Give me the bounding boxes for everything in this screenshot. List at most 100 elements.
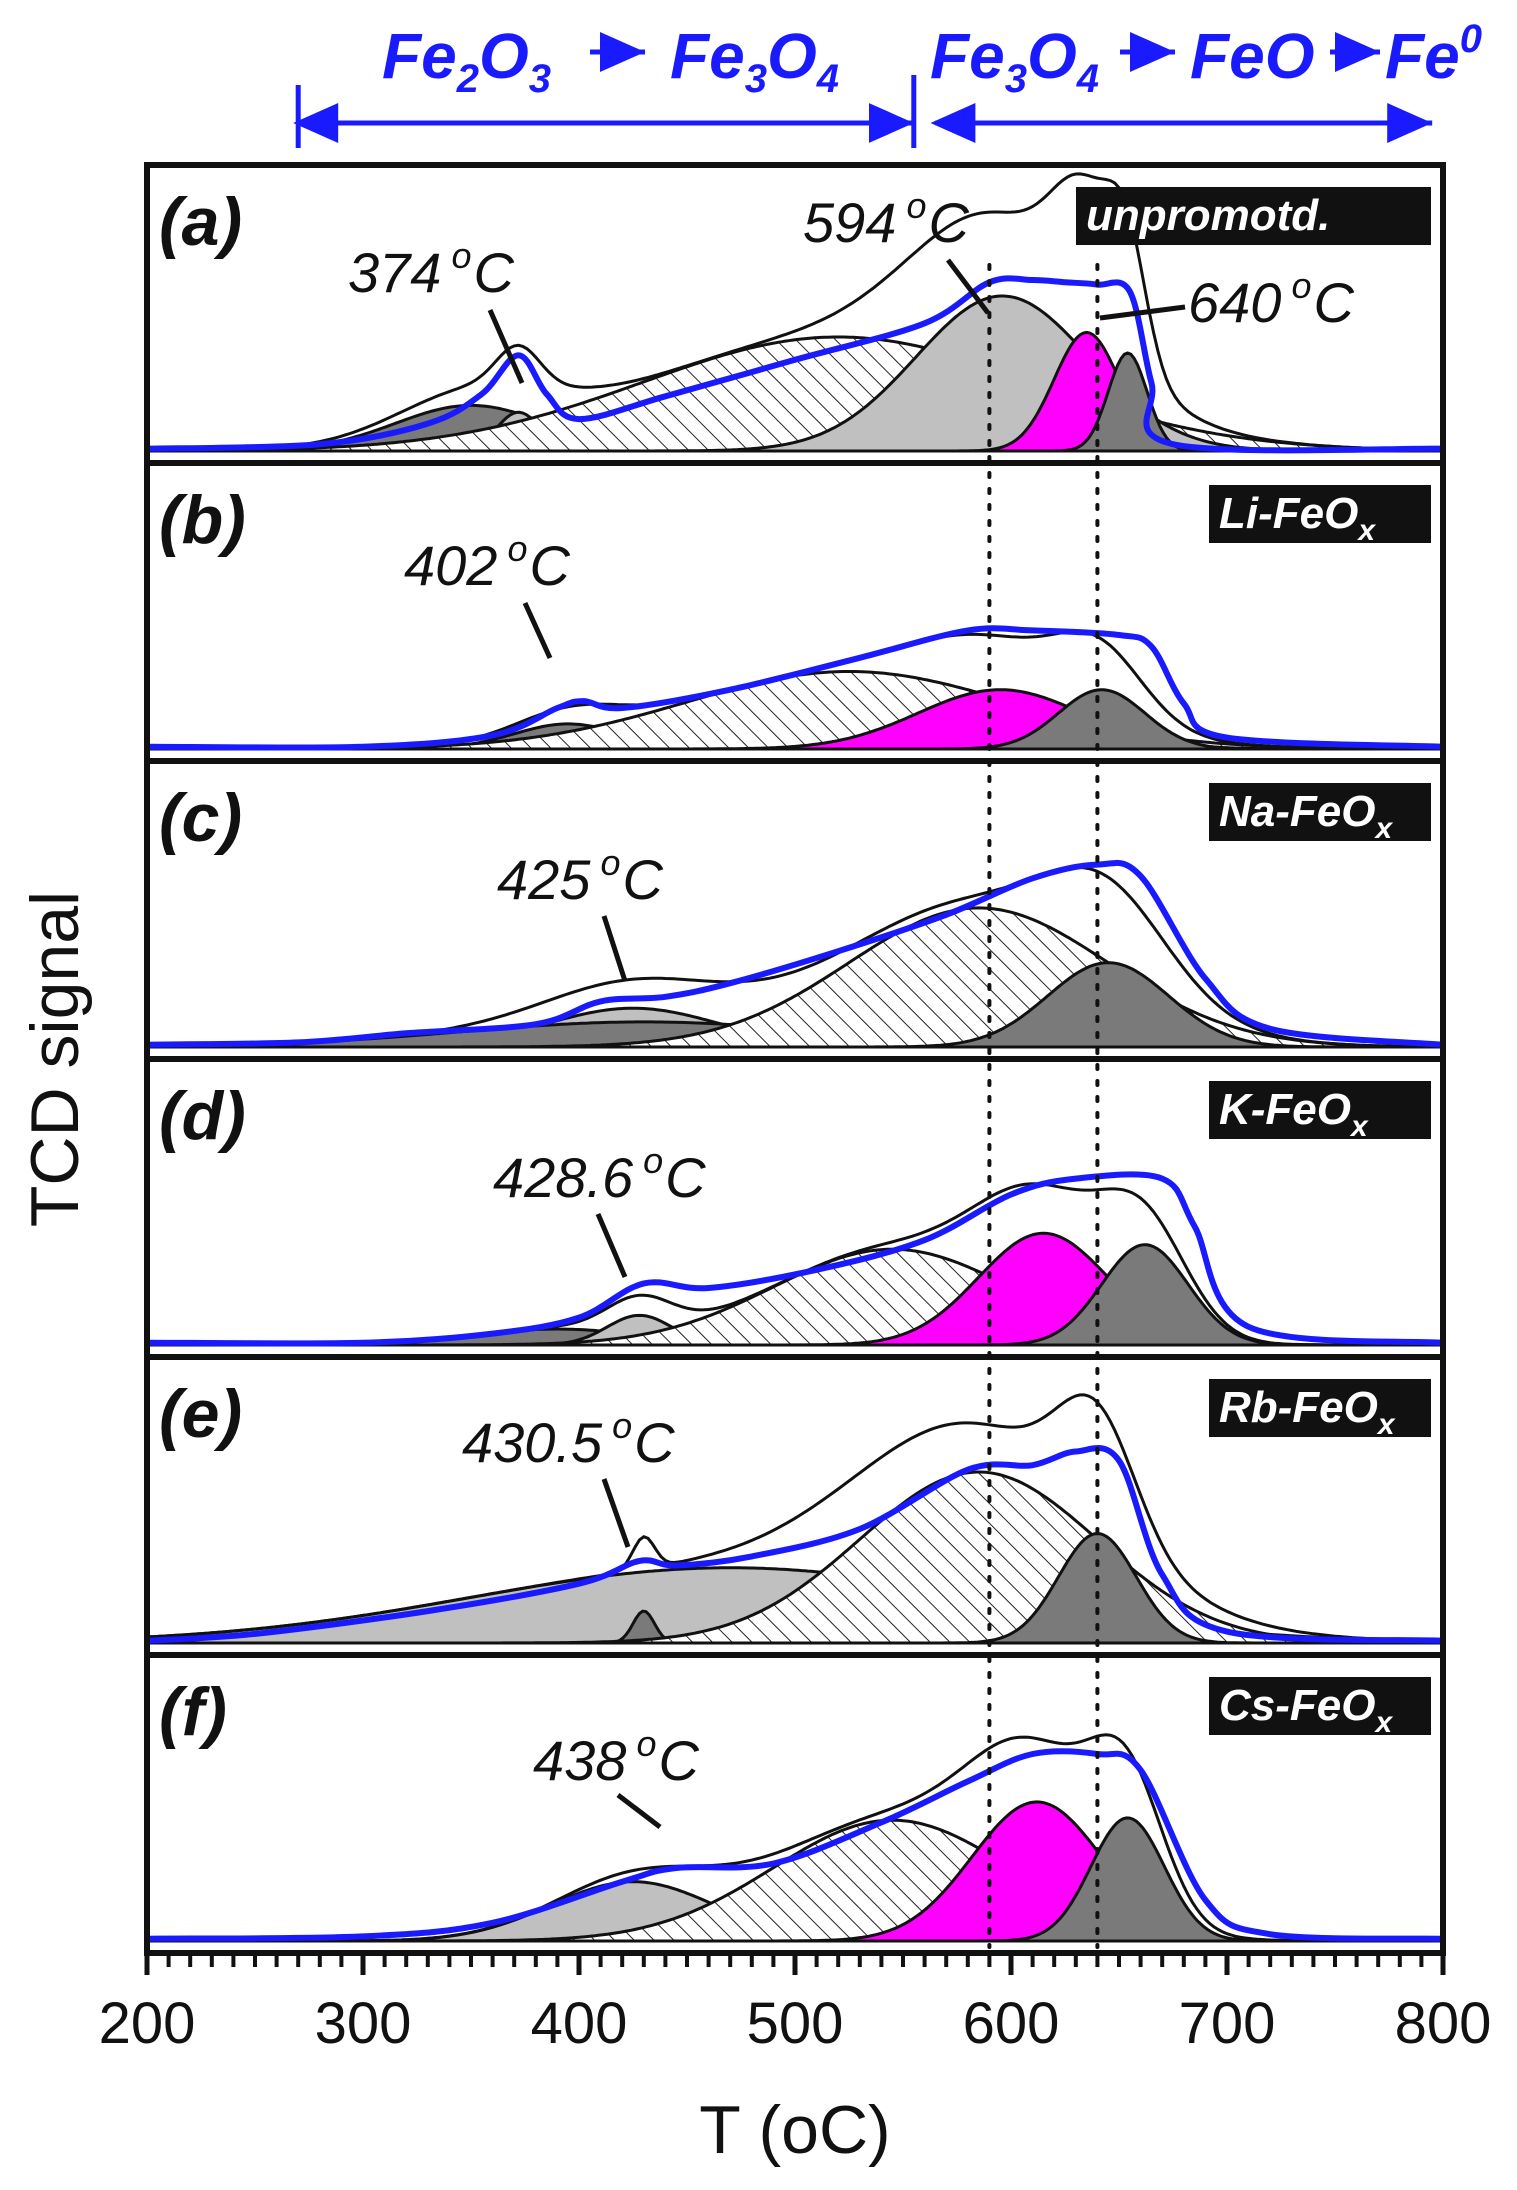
unit: C [622,848,663,911]
degree-sign: o [507,528,527,569]
formula-part: Fe [670,20,745,92]
measured-tcd-curve [147,1445,1443,1644]
sample-tag-box [1209,1081,1431,1139]
annotation-leader-line [601,1478,631,1548]
phase-formula-fe3o4-b: Fe3O4 [930,20,1099,101]
degree-sign: o [600,842,620,883]
x-axis-title: T (oC) [699,2092,890,2168]
panel-f: (f) Cs-FeOx 438 oC [144,1652,1446,1956]
phase-formula-feo: FeO [1190,20,1314,92]
measured-tcd-curve [147,1171,1443,1347]
unit: C [658,1729,699,1792]
peak-temperature: 640 [1188,271,1281,334]
sample-tag-label: Li-FeOx [1219,489,1376,547]
peak-annotation: 594 oC [803,185,969,254]
sample-tag-label: Rb-FeOx [1219,1383,1396,1441]
unit: C [1313,271,1354,334]
panel-letter: (a) [159,184,242,260]
sample-tag-box [1209,783,1431,841]
subscript: 4 [1076,57,1099,101]
sample-tag-subscript: x [1373,1706,1393,1739]
formula-part: Fe [930,20,1005,92]
panel-plot-area [147,625,1443,751]
unit: C [928,191,969,254]
panel-e: (e) Rb-FeOx 430.5 oC [144,1354,1446,1658]
formula-part: O [479,20,529,92]
peak-temperature: 425 [497,848,591,911]
formula-part: Fe [1385,20,1460,92]
peak-annotation: 428.6 oC [493,1140,706,1209]
fit-envelope-line [147,172,1443,453]
formula-part: Fe [382,20,457,92]
y-axis: TCD signal [17,891,93,1227]
sample-tag-text: Cs-FeO [1219,1681,1375,1730]
unit: C [634,1411,675,1474]
peak-annotation: 640 oC [1188,265,1354,334]
annotation-leader-line [522,601,553,660]
panel-d: (d) K-FeOx 428.6 oC [144,1056,1446,1360]
panel-plot-area [147,1393,1443,1645]
degree-sign: o [906,185,926,226]
annotation-leader-line [1099,304,1186,321]
sample-tag-label: unpromotd. [1086,191,1330,240]
panel-letter: (d) [159,1078,246,1154]
sample-tag-text: unpromotd. [1086,191,1330,240]
x-tick-label: 800 [1395,1991,1492,2056]
degree-sign: o [643,1140,663,1181]
peak-annotation: 438 oC [533,1723,699,1792]
component-peak-hatched-3 [147,335,1443,453]
fit-envelope-line [147,1733,1443,1943]
phase-formula-fe2o3: Fe2O3 [382,20,551,101]
x-tick-label: 200 [99,1991,196,2056]
sample-tag-text: Li-FeO [1219,489,1358,538]
x-axis: 200 300 400 500 600 700 800 T (oC) [99,1950,1492,2168]
measured-tcd-curve [147,275,1443,454]
unit: C [665,1146,706,1209]
sample-tag-label: Cs-FeOx [1219,1681,1393,1739]
unit: C [529,534,570,597]
sample-tag-box [1209,1379,1431,1437]
sample-tag-box [1209,1677,1431,1735]
sample-tag-label: Na-FeOx [1219,787,1393,845]
panel-letter: (e) [159,1376,242,1452]
phase-header: Fe2O3 Fe3O4 Fe3O4 FeO Fe0 [293,17,1482,148]
peak-annotation: 430.5 oC [462,1405,675,1474]
degree-sign: o [612,1405,632,1446]
subscript: 3 [529,57,551,101]
sample-tag-subscript: x [1349,1110,1369,1143]
panel-letter: (f) [159,1674,227,1750]
sample-tag-label: K-FeOx [1219,1085,1369,1143]
panel-letter: (b) [159,482,246,558]
degree-sign: o [1291,265,1311,306]
y-axis-title: TCD signal [17,891,93,1227]
panel-plot-area [147,172,1443,454]
subscript: 3 [745,57,767,101]
annotation-leader-line [946,258,990,315]
peak-temperature: 402 [404,534,497,597]
sample-tag-subscript: x [1356,514,1376,547]
sample-tag-box [1209,485,1431,543]
formula-part: O [767,20,817,92]
annotation-leader-line [595,1213,628,1278]
superscript: 0 [1460,17,1482,61]
sample-tag-subscript: x [1376,1408,1396,1441]
panel-c: (c) Na-FeOx 425 oC [144,758,1446,1062]
x-tick-label: 500 [747,1991,844,2056]
peak-temperature: 430.5 [462,1411,603,1474]
reference-lines [987,263,1100,1949]
panel-letter: (c) [159,780,242,856]
panel-b: (b) Li-FeOx 402 oC [144,460,1446,764]
component-peak-dark-4 [866,961,1351,1049]
x-tick-label: 400 [531,1991,628,2056]
panel-plot-area [147,1171,1443,1347]
peak-temperature: 594 [803,191,896,254]
peak-temperature: 428.6 [493,1146,634,1209]
x-tick-label: 300 [315,1991,412,2056]
measured-tcd-curve [147,860,1443,1048]
sample-tag-subscript: x [1373,812,1393,845]
subscript: 2 [456,57,479,101]
unit: C [473,241,514,304]
annotation-leader-line [487,308,525,385]
